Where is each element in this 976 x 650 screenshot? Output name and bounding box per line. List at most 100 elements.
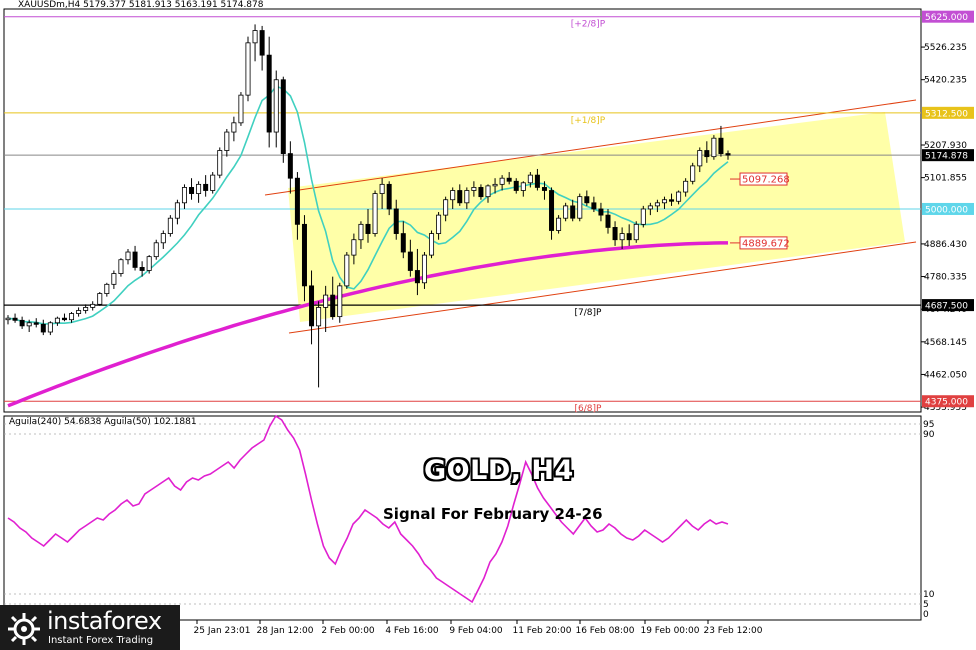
candle-body [139, 267, 145, 271]
candle-body [273, 79, 279, 133]
candle-body [436, 214, 442, 234]
candle-body [612, 227, 618, 241]
candle-body [457, 190, 463, 204]
candle-body [323, 294, 329, 308]
candle-body [252, 30, 258, 44]
level-price-tag [922, 202, 974, 215]
candle-body [337, 285, 343, 318]
x-tick-label: 23 Feb 12:00 [703, 626, 762, 636]
candle-body [598, 208, 604, 216]
symbol-line: XAUUSDm,H4 5179.377 5181.913 5163.191 51… [18, 0, 264, 10]
candle-body [259, 30, 265, 56]
candle-body [690, 165, 696, 182]
candle-body [97, 293, 103, 305]
candle-body [640, 208, 646, 225]
candle-body [160, 233, 166, 244]
level-price-text: 4375.000 [925, 398, 968, 408]
indicator-tick-label: 95 [923, 420, 934, 430]
y-tick-label: 4886.430 [924, 240, 967, 250]
candle-body [153, 242, 159, 258]
brand-logo: instaforex Instant Forex Trading [0, 605, 180, 650]
candle-body [365, 223, 371, 234]
candle-body [718, 137, 724, 154]
y-tick-label: 5207.930 [924, 141, 967, 151]
candle-body [563, 205, 569, 219]
x-tick-label: 25 Jan 23:01 [194, 626, 251, 636]
candle-body [386, 183, 392, 210]
candles [5, 24, 731, 388]
candle-body [534, 174, 540, 188]
candle-body [492, 183, 498, 187]
candle-body [400, 233, 406, 253]
candle-body [26, 322, 32, 327]
candle-body [661, 199, 667, 204]
candle-body [506, 177, 512, 182]
candle-body [196, 183, 202, 194]
candle-body [697, 150, 703, 167]
candle-body [203, 183, 209, 191]
indicator-tick-label: 90 [923, 430, 935, 440]
level-label: [+2/8]P [571, 20, 606, 30]
frames [3, 8, 922, 621]
candle-body [556, 217, 562, 231]
indicator-tick-label: 0 [923, 610, 929, 620]
level-price-tag [922, 10, 974, 23]
x-tick-label: 28 Jan 12:00 [257, 626, 314, 636]
candle-body [12, 317, 18, 321]
candle-body [570, 205, 576, 219]
brand-tagline: Instant Forex Trading [48, 635, 154, 646]
candle-body [711, 137, 717, 158]
candle-body [633, 223, 639, 241]
overlay-signal: Signal For February 24-26 [383, 505, 603, 523]
channel-upper-line [264, 99, 917, 196]
candle-body [344, 254, 350, 287]
candle-body [676, 191, 682, 202]
candle-body [669, 199, 675, 202]
candle-body [76, 310, 82, 314]
candle-body [104, 283, 110, 294]
candle-body [407, 251, 413, 271]
candle-body [527, 174, 533, 184]
candle-body [61, 317, 67, 321]
x-tick-label: 2 Feb 00:00 [321, 626, 375, 636]
candle-body [181, 187, 187, 204]
candle-body [591, 202, 597, 210]
murrey-levels: [+2/8]P [+1/8]P [7/8]P [6/8]P [4, 16, 921, 414]
candle-body [146, 256, 152, 271]
candle-body [471, 187, 477, 191]
candle-body [309, 285, 315, 327]
brand-mark-icon [8, 613, 40, 645]
candle-body [224, 131, 230, 151]
candle-body [294, 177, 300, 225]
sma-slow-line [7, 241, 728, 408]
candle-body [443, 199, 449, 216]
candle-body [683, 180, 689, 193]
x-tick-label: 19 Feb 00:00 [640, 626, 699, 636]
candle-body [118, 259, 124, 274]
level-price-text: 4687.500 [925, 302, 968, 312]
candle-body [520, 182, 526, 191]
candle-body [414, 270, 420, 284]
candle-body [69, 313, 75, 321]
candle-body [217, 150, 223, 176]
indicator-tick-label: 5 [923, 600, 929, 610]
candle-body [316, 307, 322, 327]
candle-body [125, 251, 131, 261]
x-tick-label: 9 Feb 04:00 [449, 626, 503, 636]
price-channel [264, 99, 917, 334]
candle-body [513, 180, 519, 191]
current-price-text: 5174.878 [925, 152, 968, 162]
brand-name: instaforex [47, 607, 162, 635]
candle-body [266, 54, 272, 133]
main-panel-frame [3, 8, 922, 413]
price-tags: 5625.000 5312.500 5000.000 4687.500 4375.000… [730, 10, 974, 408]
candle-body [393, 208, 399, 234]
y-tick-label: 5101.855 [924, 174, 967, 184]
y-tick-label: 4355.955 [924, 403, 967, 413]
channel-fill [288, 112, 905, 322]
level-price-text: 5625.000 [925, 13, 968, 23]
indicator-tick-label: 10 [923, 590, 935, 600]
y-axis-grid: 5526.235 5420.235 5207.930 5101.855 4886.430… [921, 43, 967, 413]
